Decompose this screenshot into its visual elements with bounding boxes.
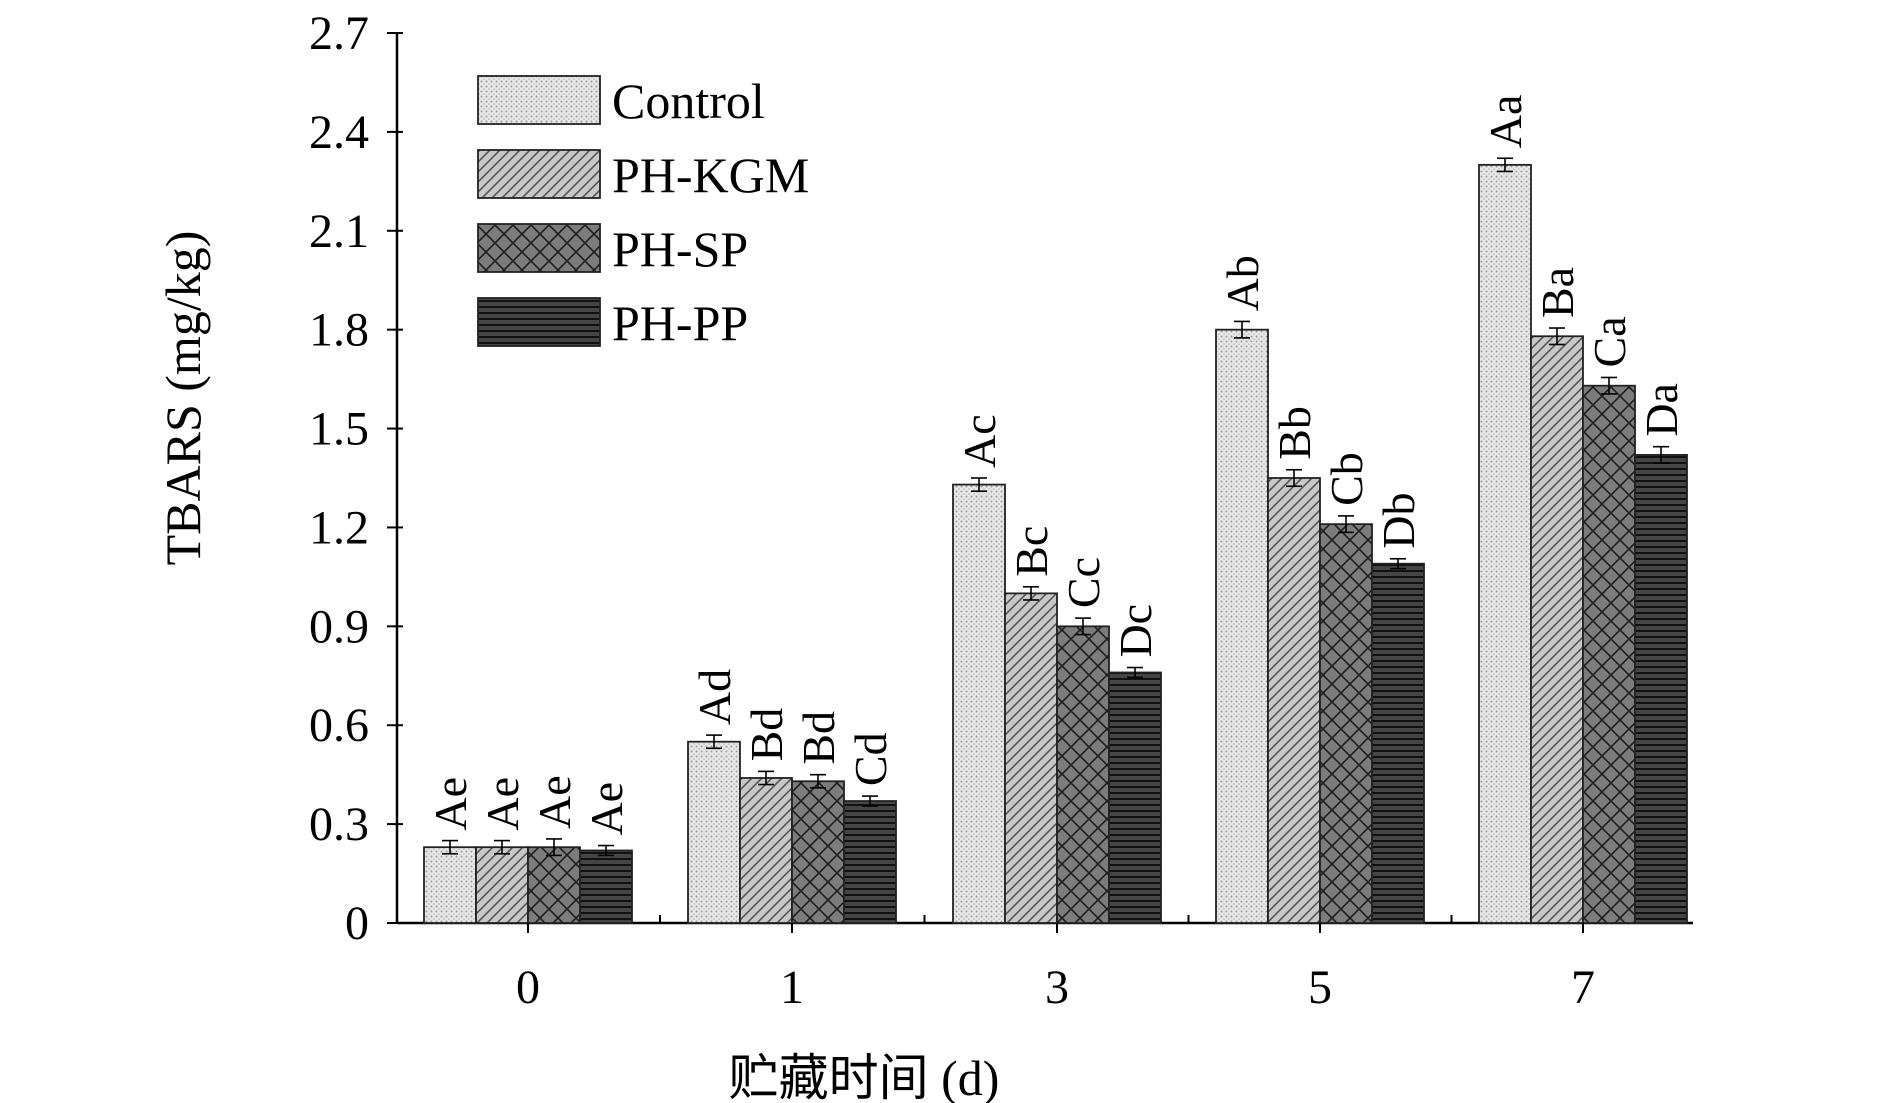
significance-label: Ab <box>1217 255 1268 311</box>
bar-ph-sp-day-7 <box>1582 384 1636 924</box>
bar-ph-pp-day-5 <box>1371 562 1425 924</box>
bar-control-day-5 <box>1215 328 1269 924</box>
bar-ph-kgm-day-5 <box>1267 477 1321 924</box>
bar-ph-kgm-day-1 <box>739 777 793 924</box>
legend-swatch-ph-pp <box>477 297 601 347</box>
bar-ph-kgm-day-0 <box>475 846 529 924</box>
y-tick-label: 1.2 <box>309 501 369 554</box>
bar-control-day-7 <box>1478 163 1532 924</box>
significance-label: Cc <box>1058 557 1109 608</box>
bar-ph-pp-day-7 <box>1634 454 1688 924</box>
bar-ph-sp-day-3 <box>1056 625 1110 924</box>
bar-ph-pp-day-0 <box>579 849 633 924</box>
y-tick-label: 2.4 <box>309 106 369 159</box>
bar-ph-kgm-day-7 <box>1530 335 1584 924</box>
significance-label: Cd <box>845 732 896 786</box>
significance-label: Ca <box>1584 316 1635 367</box>
legend-label-control: Control <box>612 73 765 129</box>
y-tick-label: 2.1 <box>309 205 369 258</box>
significance-label: Ba <box>1532 267 1583 318</box>
significance-label: Db <box>1373 493 1424 549</box>
significance-label: Bc <box>1006 526 1057 577</box>
significance-label: Dc <box>1110 604 1161 658</box>
significance-label: Ae <box>581 782 632 836</box>
legend-label-ph-kgm: PH-KGM <box>612 147 809 203</box>
y-axis-title: TBARS (mg/kg) <box>155 231 211 566</box>
bar-ph-sp-day-1 <box>791 780 845 924</box>
legend-swatch-ph-kgm <box>477 149 601 199</box>
significance-label: Bd <box>741 708 792 762</box>
x-axis-title: 贮藏时间 (d) <box>729 1050 1000 1103</box>
y-tick-label: 0 <box>345 897 369 950</box>
bar-ph-pp-day-1 <box>843 800 897 924</box>
bar-ph-sp-day-0 <box>527 846 581 924</box>
significance-label: Aa <box>1480 95 1531 149</box>
significance-label: Ac <box>954 414 1005 468</box>
x-tick-label: 1 <box>780 961 804 1014</box>
y-tick-label: 1.8 <box>309 304 369 357</box>
significance-label: Ae <box>529 775 580 829</box>
x-tick-label: 5 <box>1308 961 1332 1014</box>
legend-swatch-control <box>477 75 601 125</box>
significance-label: Bb <box>1269 406 1320 460</box>
y-tick-label: 0.3 <box>309 798 369 851</box>
y-tick-label: 0.9 <box>309 600 369 653</box>
significance-label: Ae <box>425 777 476 831</box>
x-tick-label: 7 <box>1571 961 1595 1014</box>
bar-ph-pp-day-3 <box>1108 671 1162 924</box>
bar-control-day-1 <box>687 740 741 924</box>
bar-control-day-3 <box>952 483 1006 924</box>
legend-label-ph-sp: PH-SP <box>612 221 748 277</box>
significance-label: Cb <box>1321 452 1372 506</box>
bar-control-day-0 <box>423 846 477 924</box>
bar-ph-sp-day-5 <box>1319 523 1373 924</box>
x-tick-label: 3 <box>1045 961 1069 1014</box>
legend-swatch-ph-sp <box>477 223 601 273</box>
plot-area: 00.30.60.91.21.51.82.12.42.7Ae Ae Ae Ae0AdB… <box>309 7 1693 1014</box>
x-tick-label: 0 <box>516 961 540 1014</box>
y-tick-label: 2.7 <box>309 7 369 60</box>
y-tick-label: 1.5 <box>309 403 369 456</box>
legend-label-ph-pp: PH-PP <box>612 295 748 351</box>
significance-label: Bd <box>793 711 844 765</box>
significance-label: Da <box>1636 383 1687 437</box>
significance-label: Ae <box>477 777 528 831</box>
y-tick-label: 0.6 <box>309 699 369 752</box>
significance-label: Ad <box>689 669 740 725</box>
bar-ph-kgm-day-3 <box>1004 592 1058 924</box>
